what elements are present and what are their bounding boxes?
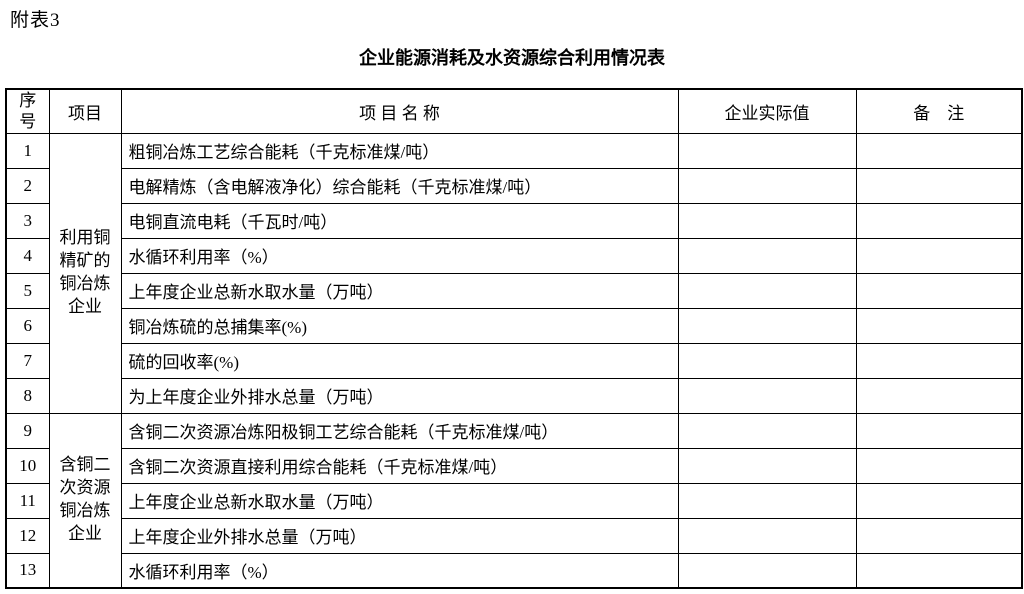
table-row: 11 上年度企业总新水取水量（万吨） (5, 482, 1023, 519)
row-no: 6 (5, 307, 50, 344)
item-name: 电解精炼（含电解液净化）综合能耗（千克标准煤/吨） (120, 167, 679, 204)
col-header-category: 项目 (48, 88, 122, 134)
actual-value-cell (677, 132, 857, 169)
actual-value-cell (677, 482, 857, 519)
row-no: 13 (5, 552, 50, 589)
remark-cell (855, 202, 1023, 239)
row-no: 12 (5, 517, 50, 554)
remark-cell (855, 237, 1023, 274)
table-row: 4 水循环利用率（%） (5, 237, 1023, 274)
header-row: 序号 项目 项 目 名 称 企业实际值 备 注 (5, 88, 1023, 134)
col-header-actual-value: 企业实际值 (677, 88, 857, 134)
table-row: 3 电铜直流电耗（千瓦时/吨） (5, 202, 1023, 239)
actual-value-cell (677, 342, 857, 379)
actual-value-cell (677, 517, 857, 554)
row-no: 4 (5, 237, 50, 274)
table-row: 6 铜冶炼硫的总捕集率(%) (5, 307, 1023, 344)
table-row: 7 硫的回收率(%) (5, 342, 1023, 379)
item-name: 水循环利用率（%） (120, 552, 679, 589)
item-name: 电铜直流电耗（千瓦时/吨） (120, 202, 679, 239)
item-name: 上年度企业总新水取水量（万吨） (120, 272, 679, 309)
item-name: 含铜二次资源直接利用综合能耗（千克标准煤/吨） (120, 447, 679, 484)
actual-value-cell (677, 307, 857, 344)
item-name: 硫的回收率(%) (120, 342, 679, 379)
remark-cell (855, 307, 1023, 344)
row-no: 1 (5, 132, 50, 169)
remark-cell (855, 377, 1023, 414)
row-no: 3 (5, 202, 50, 239)
row-no: 7 (5, 342, 50, 379)
table-row: 9 含铜二次资源铜冶炼企业 含铜二次资源冶炼阳极铜工艺综合能耗（千克标准煤/吨） (5, 412, 1023, 589)
item-name: 上年度企业外排水总量（万吨） (120, 517, 679, 554)
item-name: 粗铜冶炼工艺综合能耗（千克标准煤/吨） (120, 132, 679, 169)
col-header-no: 序号 (5, 88, 50, 134)
item-name: 为上年度企业外排水总量（万吨） (120, 377, 679, 414)
remark-cell (855, 552, 1023, 589)
table-row: 12 上年度企业外排水总量（万吨） (5, 517, 1023, 554)
row-no: 10 (5, 447, 50, 484)
actual-value-cell (677, 272, 857, 309)
remark-cell (855, 132, 1023, 169)
group-label-secondary-resources: 含铜二次资源铜冶炼企业 (48, 412, 122, 589)
remark-cell (855, 517, 1023, 554)
table-row: 2 电解精炼（含电解液净化）综合能耗（千克标准煤/吨） (5, 167, 1023, 204)
actual-value-cell (677, 447, 857, 484)
page-title: 企业能源消耗及水资源综合利用情况表 (359, 48, 665, 68)
row-no: 9 (5, 412, 50, 449)
row-no: 11 (5, 482, 50, 519)
item-name: 上年度企业总新水取水量（万吨） (120, 482, 679, 519)
remark-cell (855, 412, 1023, 449)
col-header-remark: 备 注 (855, 88, 1023, 134)
row-no: 2 (5, 167, 50, 204)
remark-cell (855, 482, 1023, 519)
row-no: 5 (5, 272, 50, 309)
col-header-item-name: 项 目 名 称 (120, 88, 679, 134)
item-name: 水循环利用率（%） (120, 237, 679, 274)
actual-value-cell (677, 202, 857, 239)
table-row: 8 为上年度企业外排水总量（万吨） (5, 377, 1023, 414)
actual-value-cell (677, 377, 857, 414)
energy-water-usage-table: 序号 项目 项 目 名 称 企业实际值 备 注 1 利用铜精矿的铜冶炼企业 粗铜… (5, 88, 1023, 589)
item-name: 含铜二次资源冶炼阳极铜工艺综合能耗（千克标准煤/吨） (120, 412, 679, 449)
table-row: 5 上年度企业总新水取水量（万吨） (5, 272, 1023, 309)
remark-cell (855, 272, 1023, 309)
remark-cell (855, 167, 1023, 204)
table-row: 1 利用铜精矿的铜冶炼企业 粗铜冶炼工艺综合能耗（千克标准煤/吨） (5, 132, 1023, 414)
row-no: 8 (5, 377, 50, 414)
remark-cell (855, 342, 1023, 379)
table-row: 13 水循环利用率（%） (5, 552, 1023, 589)
actual-value-cell (677, 552, 857, 589)
item-name: 铜冶炼硫的总捕集率(%) (120, 307, 679, 344)
remark-cell (855, 447, 1023, 484)
table-row: 10 含铜二次资源直接利用综合能耗（千克标准煤/吨） (5, 447, 1023, 484)
group-label-primary-smelting: 利用铜精矿的铜冶炼企业 (48, 132, 122, 414)
actual-value-cell (677, 412, 857, 449)
actual-value-cell (677, 237, 857, 274)
actual-value-cell (677, 167, 857, 204)
appendix-label: 附表3 (10, 10, 61, 31)
